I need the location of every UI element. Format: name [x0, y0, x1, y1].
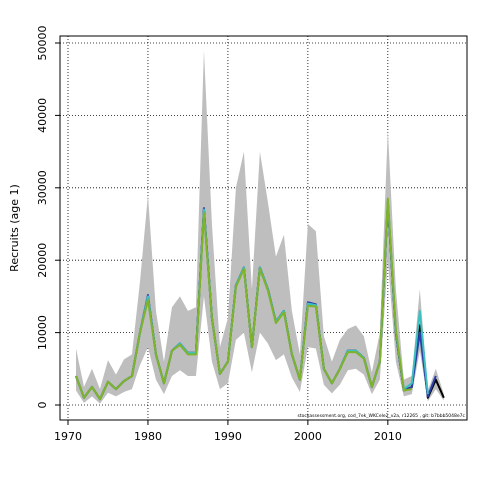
y-tick-label: 0: [36, 402, 49, 409]
plot-frame: [59, 35, 468, 421]
x-tick-label: 1970: [54, 430, 82, 443]
y-tick-label: 20000: [36, 243, 49, 278]
y-tick-label: 30000: [36, 170, 49, 205]
series-line: [75, 197, 413, 401]
x-tick-label: 2010: [374, 430, 402, 443]
x-tick-label: 1990: [214, 430, 242, 443]
x-tick-label: 2000: [294, 430, 322, 443]
y-axis-label: Recruits (age 1): [8, 184, 21, 272]
x-tick-label: 1980: [134, 430, 162, 443]
footnote: stockassessment.org, cod_7ek_WKCele2_v2a…: [298, 413, 466, 419]
y-tick-label: 40000: [36, 98, 49, 133]
y-tick-label: 10000: [36, 315, 49, 350]
y-tick-label: 50000: [36, 26, 49, 61]
confidence-band: [75, 50, 444, 404]
